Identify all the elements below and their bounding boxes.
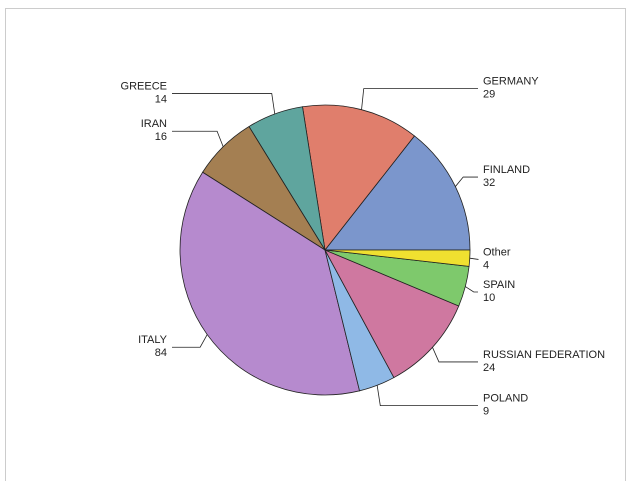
leader-line	[361, 88, 478, 110]
leader-line	[172, 130, 224, 147]
pie-slice	[324, 135, 471, 251]
slice-label: SPAIN	[483, 279, 515, 291]
slice-value: 16	[155, 131, 167, 143]
slice-value: 32	[483, 177, 495, 189]
slice-value: 4	[483, 259, 489, 271]
pie-slice	[324, 249, 460, 379]
leader-line	[455, 176, 478, 187]
slice-label: IRAN	[141, 118, 167, 130]
slice-value: 10	[483, 292, 495, 304]
slice-value: 24	[483, 362, 495, 374]
slice-label: GERMANY	[483, 76, 539, 88]
slice-label: ITALY	[138, 334, 168, 346]
slice-value: 9	[483, 405, 489, 417]
leader-line	[469, 257, 479, 260]
leader-line	[432, 347, 478, 363]
slice-value: 14	[155, 93, 167, 105]
pie-slice	[179, 171, 361, 396]
slice-label: RUSSIAN FEDERATION	[483, 349, 605, 361]
slice-label: Other	[483, 246, 511, 258]
leader-line	[172, 93, 276, 115]
slice-label: POLAND	[483, 392, 528, 404]
leader-line	[172, 334, 208, 348]
slice-value: 84	[155, 347, 167, 359]
leader-line	[376, 385, 478, 406]
slice-value: 29	[483, 89, 495, 101]
leader-line	[465, 286, 478, 293]
slice-label: FINLAND	[483, 164, 530, 176]
slice-label: GREECE	[121, 80, 167, 92]
